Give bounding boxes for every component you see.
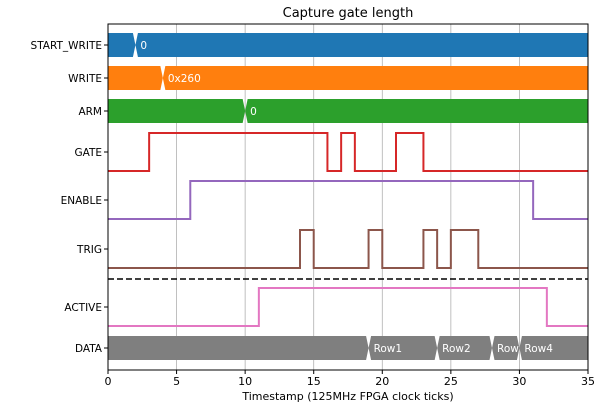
bus-segment-write-1	[162, 66, 588, 90]
bus-segment-arm-0	[108, 99, 246, 123]
signal-label-arm: ARM	[78, 106, 102, 118]
signal-label-data: DATA	[75, 343, 103, 355]
signal-label-enable: ENABLE	[61, 195, 102, 207]
signal-label-active: ACTIVE	[64, 302, 102, 314]
bus-segment-start-write-0	[108, 33, 136, 57]
bus-segment-data-4	[519, 336, 588, 360]
bus-segment-arm-1	[245, 99, 588, 123]
x-tick-label-30: 30	[512, 375, 526, 388]
bus-start-write: 0	[108, 33, 588, 57]
bus-value-start-write-1: 0	[140, 40, 147, 52]
bus-value-data-3: Row3	[497, 343, 526, 355]
signal-label-write: WRITE	[68, 73, 102, 85]
signal-labels: START_WRITE WRITE ARM GATE ENABLE TRIG ACTIVE D…	[31, 40, 108, 355]
bus-value-data-1: Row1	[374, 343, 403, 355]
x-tick-label-25: 25	[444, 375, 458, 388]
x-tick-label-0: 0	[105, 375, 112, 388]
bus-segment-data-1	[368, 336, 438, 360]
bus-segment-start-write-1	[135, 33, 588, 57]
bus-value-write-1: 0x260	[168, 73, 201, 85]
bus-segment-data-2	[437, 336, 492, 360]
chart-title: Capture gate length	[283, 6, 414, 21]
x-axis-label: Timestamp (125MHz FPGA clock ticks)	[241, 390, 453, 403]
x-tick-label-15: 15	[307, 375, 321, 388]
x-tick-label-5: 5	[173, 375, 180, 388]
x-tick-label-10: 10	[238, 375, 252, 388]
plot-frame	[107, 23, 589, 371]
bus-segment-data-3	[492, 336, 520, 360]
x-axis: 0 5 10 15 20 25 30 35	[105, 370, 595, 388]
bus-value-arm-1: 0	[250, 106, 257, 118]
bus-segment-write-0	[108, 66, 163, 90]
bus-write: 0x260	[108, 66, 588, 90]
x-tick-label-35: 35	[581, 375, 595, 388]
waveform-enable	[108, 180, 588, 220]
bus-value-data-2: Row2	[442, 343, 471, 355]
bus-arm: 0	[108, 99, 588, 123]
bus-segment-data-0	[108, 336, 369, 360]
signal-label-trig: TRIG	[76, 244, 102, 256]
waveform-gate	[108, 132, 588, 172]
signal-label-start-write: START_WRITE	[31, 40, 102, 52]
x-tick-label-20: 20	[375, 375, 389, 388]
waveform-active	[108, 287, 588, 327]
waveform-trig	[108, 229, 588, 269]
bus-value-data-4: Row4	[524, 343, 553, 355]
signal-label-gate: GATE	[74, 147, 102, 159]
